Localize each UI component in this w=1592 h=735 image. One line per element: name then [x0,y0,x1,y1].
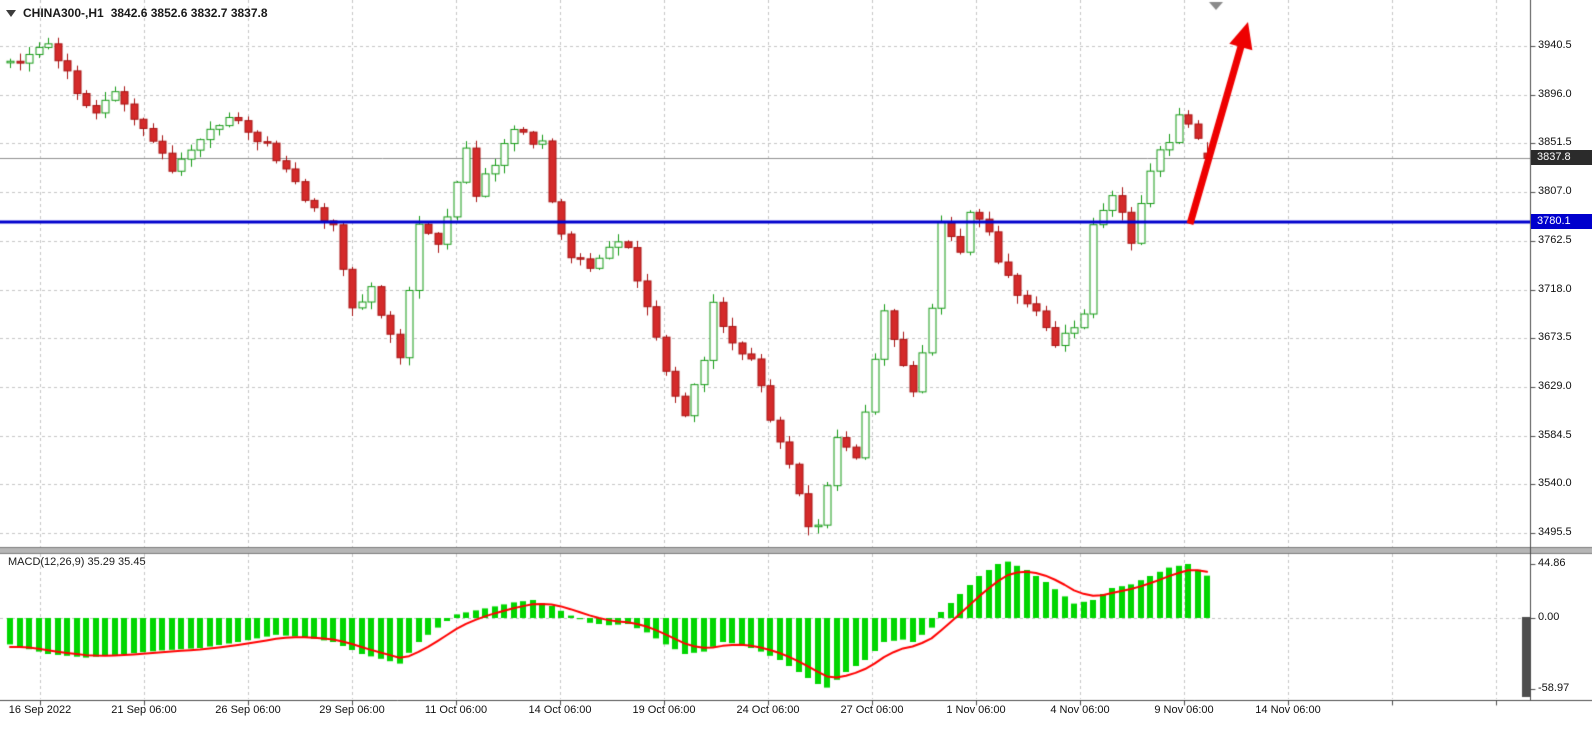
price-axis-label: 3851.5 [1538,136,1572,149]
time-axis-label: 9 Nov 06:00 [1154,704,1214,716]
time-axis-label: 24 Oct 06:00 [736,704,800,716]
time-axis-label: 19 Oct 06:00 [632,704,696,716]
time-axis[interactable]: 16 Sep 2022 21 Sep 06:00 26 Sep 06:00 29 Se… [0,700,1592,735]
support-level-badge: 3780.1 [1531,213,1592,229]
macd-axis-label: 44.86 [1538,557,1566,570]
price-axis-label: 3629.0 [1538,379,1572,392]
macd-indicator-label: MACD(12,26,9) 35.29 35.45 [8,556,146,568]
price-axis-label: 3540.0 [1538,477,1572,490]
time-axis-label: 14 Oct 06:00 [528,704,592,716]
time-axis-label: 27 Oct 06:00 [840,704,904,716]
price-axis-label: 3673.5 [1538,331,1572,344]
macd-axis-label: 0.00 [1538,611,1560,623]
price-axis-label: 3718.0 [1538,282,1572,295]
one-click-trading-triangle-icon[interactable] [6,9,16,17]
current-price-badge: 3837.8 [1531,150,1592,166]
macd-axis-label: -58.97 [1538,681,1570,694]
time-axis-label: 16 Sep 2022 [8,704,72,716]
ohlc-values-label: 3842.6 3852.6 3832.7 3837.8 [110,6,268,20]
chart-header: CHINA300-,H1 3842.6 3852.6 3832.7 3837.8 [6,6,268,20]
price-axis-label: 3807.0 [1538,185,1572,198]
price-axis-label: 3940.5 [1538,39,1572,51]
price-axis-label: 3584.5 [1538,428,1572,441]
price-axis[interactable]: 3940.5 3896.0 3851.5 3807.0 3762.5 3718.0 3673… [1531,0,1592,700]
time-axis-label: 1 Nov 06:00 [946,704,1006,716]
price-axis-label: 3495.5 [1538,526,1572,538]
time-axis-label: 14 Nov 06:00 [1255,704,1321,716]
time-axis-label: 29 Sep 06:00 [319,704,385,716]
price-axis-label: 3762.5 [1538,233,1572,246]
time-axis-label: 11 Oct 06:00 [424,704,488,716]
time-axis-label: 4 Nov 06:00 [1050,704,1110,716]
symbol-timeframe-label: CHINA300-,H1 [23,6,104,20]
time-axis-label: 21 Sep 06:00 [111,704,177,716]
price-axis-label: 3896.0 [1538,87,1572,100]
time-axis-label: 26 Sep 06:00 [215,704,281,716]
